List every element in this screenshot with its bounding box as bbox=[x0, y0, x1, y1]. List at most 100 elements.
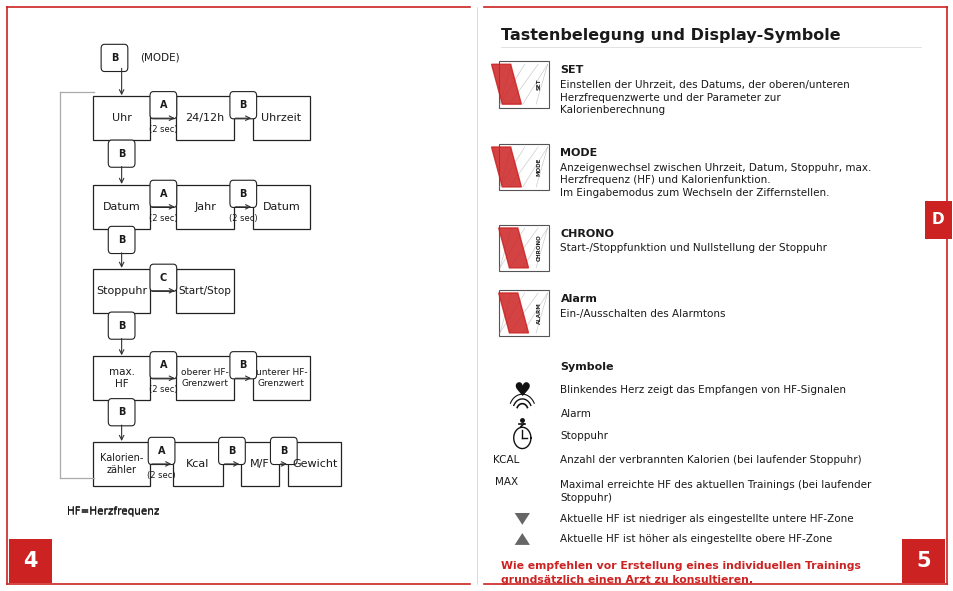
Text: Start/Stop: Start/Stop bbox=[178, 286, 232, 296]
FancyBboxPatch shape bbox=[109, 312, 135, 339]
Text: Kcal: Kcal bbox=[186, 459, 210, 469]
Text: (2 sec): (2 sec) bbox=[149, 213, 177, 223]
FancyBboxPatch shape bbox=[230, 352, 256, 379]
Text: KCAL: KCAL bbox=[493, 455, 519, 465]
Text: HF=Herzfrequenz: HF=Herzfrequenz bbox=[67, 508, 159, 517]
FancyBboxPatch shape bbox=[253, 356, 310, 400]
Text: MAX: MAX bbox=[495, 477, 517, 486]
FancyBboxPatch shape bbox=[92, 96, 151, 140]
FancyBboxPatch shape bbox=[902, 539, 944, 583]
Text: Blinkendes Herz zeigt das Empfangen von HF-Signalen: Blinkendes Herz zeigt das Empfangen von … bbox=[559, 385, 845, 395]
FancyBboxPatch shape bbox=[148, 437, 174, 465]
Text: B: B bbox=[118, 407, 125, 417]
Text: Kalorien-
zähler: Kalorien- zähler bbox=[100, 453, 143, 475]
Text: Stoppuhr: Stoppuhr bbox=[96, 286, 147, 296]
FancyBboxPatch shape bbox=[176, 269, 233, 313]
Text: Uhr: Uhr bbox=[112, 113, 132, 123]
Text: A: A bbox=[159, 189, 167, 199]
FancyBboxPatch shape bbox=[150, 92, 176, 119]
Text: max.
HF: max. HF bbox=[109, 367, 134, 389]
Text: D: D bbox=[931, 212, 943, 228]
FancyBboxPatch shape bbox=[150, 352, 176, 379]
Text: Anzeigenwechsel zwischen Uhrzeit, Datum, Stoppuhr, max.
Herzfrequenz (HF) und Ka: Anzeigenwechsel zwischen Uhrzeit, Datum,… bbox=[559, 163, 871, 198]
Text: CHRONO: CHRONO bbox=[559, 229, 614, 239]
Text: A: A bbox=[159, 361, 167, 370]
Text: Aktuelle HF ist höher als eingestellte obere HF-Zone: Aktuelle HF ist höher als eingestellte o… bbox=[559, 534, 832, 544]
FancyBboxPatch shape bbox=[172, 442, 223, 486]
Text: Alarm: Alarm bbox=[559, 294, 597, 304]
Text: (2 sec): (2 sec) bbox=[149, 125, 177, 134]
Text: 5: 5 bbox=[916, 551, 930, 571]
Text: M/F: M/F bbox=[250, 459, 270, 469]
FancyBboxPatch shape bbox=[150, 264, 176, 291]
FancyBboxPatch shape bbox=[92, 269, 151, 313]
FancyBboxPatch shape bbox=[109, 140, 135, 167]
FancyBboxPatch shape bbox=[230, 92, 256, 119]
Text: Tastenbelegung und Display-Symbole: Tastenbelegung und Display-Symbole bbox=[500, 28, 840, 43]
Text: (2 sec): (2 sec) bbox=[147, 470, 175, 480]
Text: SET: SET bbox=[536, 79, 541, 90]
FancyBboxPatch shape bbox=[498, 290, 548, 336]
Text: 24/12h: 24/12h bbox=[185, 113, 225, 123]
Text: Gewicht: Gewicht bbox=[292, 459, 337, 469]
Text: B: B bbox=[239, 100, 247, 110]
Text: CHRONO: CHRONO bbox=[536, 235, 541, 261]
Polygon shape bbox=[491, 147, 520, 187]
Text: Einstellen der Uhrzeit, des Datums, der oberen/unteren
Herzfrequenzwerte und der: Einstellen der Uhrzeit, des Datums, der … bbox=[559, 80, 849, 115]
Text: Maximal erreichte HF des aktuellen Trainings (bei laufender
Stoppuhr): Maximal erreichte HF des aktuellen Train… bbox=[559, 480, 871, 504]
Text: Aktuelle HF ist niedriger als eingestellte untere HF-Zone: Aktuelle HF ist niedriger als eingestell… bbox=[559, 514, 853, 524]
FancyBboxPatch shape bbox=[288, 442, 341, 486]
Text: Wie empfehlen vor Erstellung eines individuellen Trainings
grundsätzlich einen A: Wie empfehlen vor Erstellung eines indiv… bbox=[500, 561, 860, 586]
Text: B: B bbox=[228, 446, 235, 456]
Text: B: B bbox=[118, 321, 125, 330]
FancyBboxPatch shape bbox=[101, 44, 128, 72]
Polygon shape bbox=[515, 533, 529, 545]
FancyBboxPatch shape bbox=[92, 185, 151, 229]
Polygon shape bbox=[498, 228, 528, 268]
Text: Ein-/Ausschalten des Alarmtons: Ein-/Ausschalten des Alarmtons bbox=[559, 309, 725, 319]
Text: (2 sec): (2 sec) bbox=[229, 213, 257, 223]
Text: Datum: Datum bbox=[262, 202, 300, 212]
FancyBboxPatch shape bbox=[253, 96, 310, 140]
Text: oberer HF-
Grenzwert: oberer HF- Grenzwert bbox=[181, 368, 229, 388]
Text: (MODE): (MODE) bbox=[139, 53, 179, 63]
Text: Jahr: Jahr bbox=[194, 202, 215, 212]
Text: (2 sec): (2 sec) bbox=[149, 385, 177, 394]
FancyBboxPatch shape bbox=[230, 180, 256, 207]
Text: B: B bbox=[118, 235, 125, 245]
Text: SET: SET bbox=[559, 65, 583, 75]
Text: ALARM: ALARM bbox=[536, 302, 541, 324]
FancyBboxPatch shape bbox=[498, 61, 548, 108]
FancyBboxPatch shape bbox=[253, 185, 310, 229]
Text: A: A bbox=[157, 446, 165, 456]
FancyBboxPatch shape bbox=[498, 225, 548, 271]
Text: ♥: ♥ bbox=[513, 381, 531, 400]
FancyBboxPatch shape bbox=[498, 144, 548, 190]
Text: Start-/Stoppfunktion und Nullstellung der Stoppuhr: Start-/Stoppfunktion und Nullstellung de… bbox=[559, 243, 826, 254]
Text: Datum: Datum bbox=[103, 202, 140, 212]
FancyBboxPatch shape bbox=[218, 437, 245, 465]
FancyBboxPatch shape bbox=[271, 437, 297, 465]
Text: B: B bbox=[239, 361, 247, 370]
Text: Symbole: Symbole bbox=[559, 362, 614, 372]
Text: B: B bbox=[118, 149, 125, 158]
FancyBboxPatch shape bbox=[92, 356, 151, 400]
FancyBboxPatch shape bbox=[9, 539, 51, 583]
Text: B: B bbox=[280, 446, 287, 456]
Text: Anzahl der verbrannten Kalorien (bei laufender Stoppuhr): Anzahl der verbrannten Kalorien (bei lau… bbox=[559, 455, 862, 465]
FancyBboxPatch shape bbox=[176, 96, 233, 140]
Polygon shape bbox=[515, 513, 529, 525]
FancyBboxPatch shape bbox=[150, 180, 176, 207]
FancyBboxPatch shape bbox=[176, 356, 233, 400]
Text: C: C bbox=[159, 273, 167, 282]
Text: unterer HF-
Grenzwert: unterer HF- Grenzwert bbox=[255, 368, 307, 388]
Text: MODE: MODE bbox=[536, 158, 541, 176]
FancyBboxPatch shape bbox=[109, 399, 135, 426]
Text: B: B bbox=[239, 189, 247, 199]
FancyBboxPatch shape bbox=[109, 226, 135, 254]
Text: Stoppuhr: Stoppuhr bbox=[559, 431, 608, 441]
Text: B: B bbox=[111, 53, 118, 63]
Text: HF=Herzfrequenz: HF=Herzfrequenz bbox=[67, 506, 159, 516]
Polygon shape bbox=[491, 64, 520, 104]
FancyBboxPatch shape bbox=[176, 185, 233, 229]
